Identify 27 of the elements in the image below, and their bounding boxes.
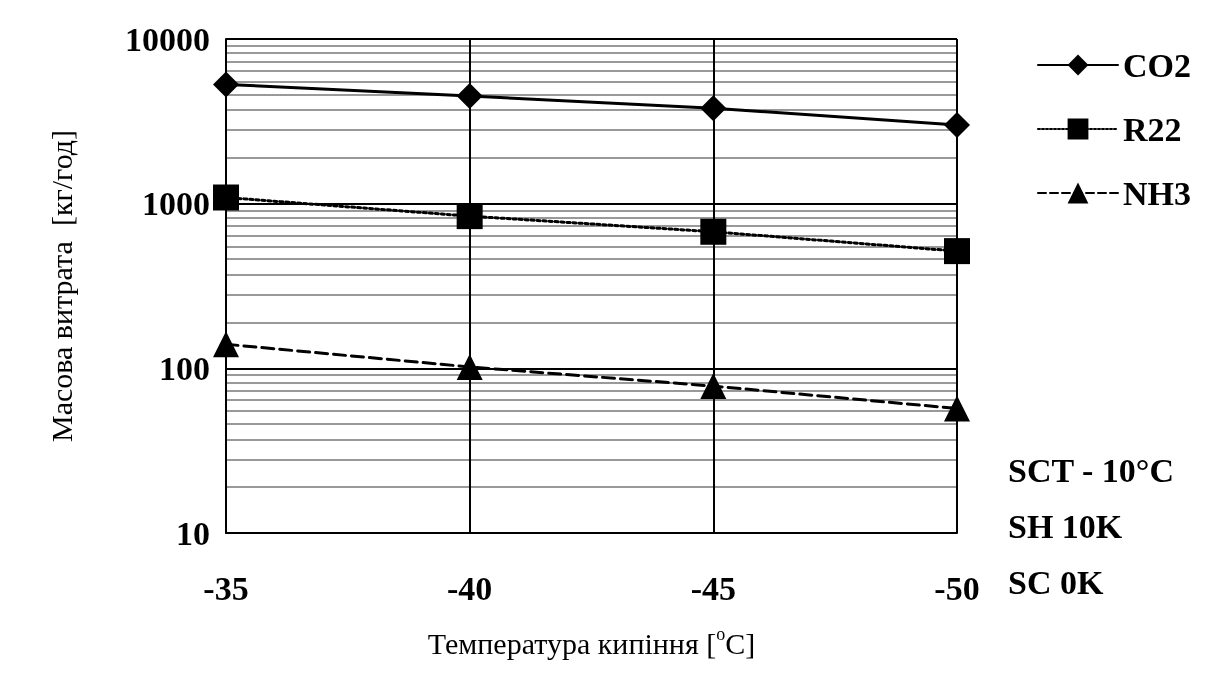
point — [944, 395, 970, 422]
point — [456, 353, 483, 380]
text: SC 0K — [1008, 563, 1104, 601]
point — [944, 112, 970, 139]
y-tick-label: 10000 — [125, 20, 210, 58]
y-tick-label: 1000 — [142, 185, 210, 223]
text: SH 10K — [1008, 507, 1123, 545]
point — [456, 203, 483, 230]
text: SCT - 10°C — [1008, 451, 1174, 489]
point — [213, 331, 239, 358]
point — [944, 238, 970, 265]
legend-label: CO2 — [1123, 46, 1191, 84]
point — [213, 71, 239, 98]
x-tick-label: -50 — [934, 569, 980, 607]
y-tick-label: 10 — [176, 514, 210, 552]
legend-label: NH3 — [1123, 174, 1191, 212]
y-axis-title: Масова витрата [кг/год] — [44, 129, 78, 443]
x-tick-label: -35 — [203, 569, 249, 607]
point — [456, 83, 483, 110]
x-tick-label: -45 — [690, 569, 736, 607]
x-tick-label: -40 — [447, 569, 493, 607]
point — [700, 95, 727, 122]
point — [700, 218, 727, 245]
point — [700, 373, 727, 400]
legend-label: R22 — [1123, 110, 1182, 148]
y-tick-label: 100 — [159, 349, 210, 387]
point — [213, 184, 239, 211]
